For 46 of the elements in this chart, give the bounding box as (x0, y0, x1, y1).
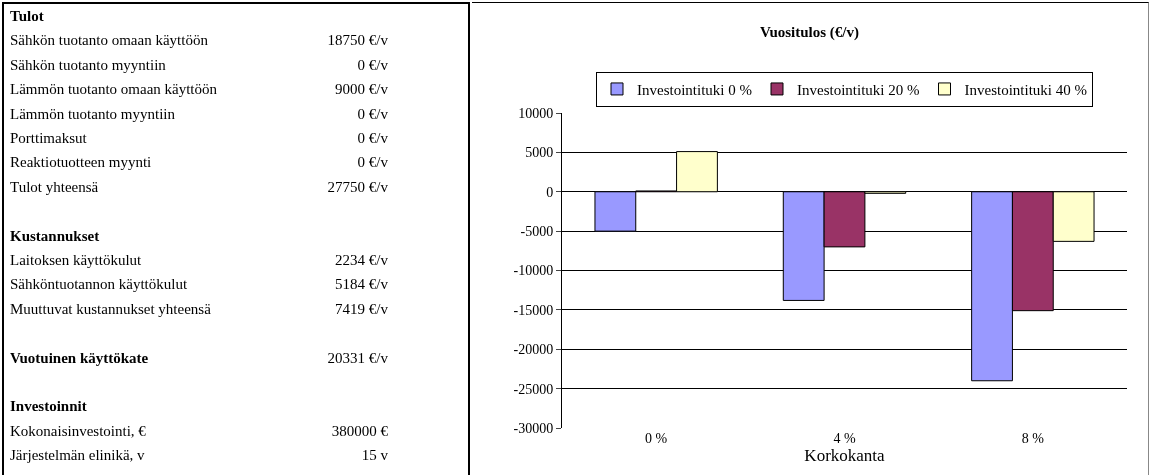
text: Sähköntuotannon käyttökulut (10, 276, 188, 294)
text: 0 €/v (357, 130, 388, 147)
text: 7419 €/v (335, 300, 388, 318)
text: Tulot (10, 8, 44, 25)
text: 380000 € (331, 422, 388, 440)
y-tick-label: -20000 (513, 342, 554, 358)
text: Lämmön tuotanto myyntiin (10, 105, 175, 123)
text: Lämmön tuotanto omaan käyttöön (10, 81, 218, 99)
text: Reaktiotuotteen myynti (10, 154, 152, 172)
chart-title: Vuositulos (€/v) (759, 24, 860, 41)
text: Tulot yhteensä (10, 178, 99, 196)
y-tick-label: 0 (546, 184, 554, 200)
text: 0 €/v (357, 56, 388, 74)
y-tick-label: -10000 (513, 263, 554, 279)
text: Sähkön tuotanto omaan käyttöön (10, 32, 208, 50)
x-tick-label: 0 % (645, 431, 668, 446)
legend-label: Investointituki 20 % (797, 81, 920, 98)
x-axis-title: Korkokanta (804, 446, 886, 465)
legend-label: Investointituki 0 % (637, 81, 752, 98)
text: Sähkön tuotanto myyntiin (10, 56, 166, 74)
y-tick-label: -15000 (513, 302, 554, 318)
text: Porttimaksut (10, 130, 87, 147)
legend-label: Investointituki 40 % (964, 81, 1087, 98)
y-tick-label: -25000 (513, 381, 554, 397)
text: Järjestelmän elinikä, v (10, 447, 145, 465)
text: Kustannukset (10, 227, 100, 245)
x-tick-label: 4 % (833, 431, 856, 446)
text: Laitoksen käyttökulut (10, 252, 142, 269)
text: 5184 €/v (335, 276, 388, 294)
y-tick-label: -5000 (520, 224, 554, 240)
text: Kokonaisinvestointi, € (10, 422, 146, 440)
text: Investoinnit (10, 398, 87, 416)
y-tick-label: 5000 (525, 145, 554, 161)
x-tick-label: 8 % (1021, 431, 1045, 446)
text: Vuotuinen käyttökate (10, 349, 149, 367)
text: 0 €/v (357, 154, 388, 172)
text: Muuttuvat kustannukset yhteensä (10, 300, 211, 318)
y-tick-label: 10000 (518, 105, 554, 121)
text: 18750 €/v (327, 32, 388, 50)
text: 15 v (361, 447, 388, 465)
y-tick-label: -30000 (513, 420, 554, 436)
text: 27750 €/v (327, 178, 388, 196)
text: 9000 €/v (335, 81, 388, 99)
text: 2234 €/v (335, 252, 388, 269)
text: 0 €/v (357, 105, 388, 123)
text: 20331 €/v (327, 349, 388, 367)
